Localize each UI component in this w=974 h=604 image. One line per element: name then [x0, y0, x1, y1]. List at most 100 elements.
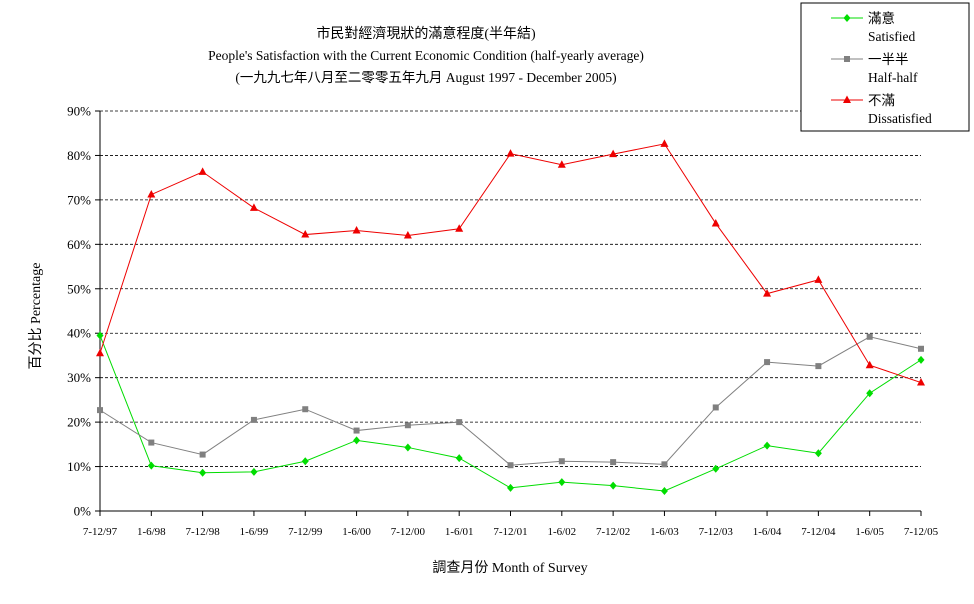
dissatisfied-point: [711, 218, 720, 227]
half-half-point: [456, 419, 463, 426]
half-half-point: [712, 404, 719, 411]
half-half-point: [250, 416, 257, 423]
x-tick-label: 1-6/01: [445, 526, 474, 538]
dissatisfied-point: [147, 190, 156, 198]
legend-half-half-label-en: Half-half: [868, 70, 918, 85]
x-tick-label: 1-6/00: [342, 526, 371, 538]
dissatisfied-point: [249, 203, 258, 211]
y-tick-label: 50%: [67, 281, 91, 296]
legend-dissatisfied-label-en: Dissatisfied: [868, 111, 932, 126]
axes: [95, 110, 922, 516]
y-tick-label: 0%: [74, 504, 92, 519]
half-half-point: [302, 406, 309, 413]
legend-half-half-label: 一半半: [868, 52, 909, 67]
legend-satisfied-marker: [843, 14, 851, 22]
x-tick-label: 7-12/02: [596, 526, 630, 538]
x-axis-label: 調查月份 Month of Survey: [432, 560, 587, 576]
x-tick-label: 7-12/99: [288, 526, 323, 538]
half-half-point: [507, 462, 514, 469]
y-tick-label: 70%: [67, 192, 91, 207]
satisfied-point: [814, 449, 822, 458]
half-half-point: [148, 439, 155, 446]
legend-satisfied-label: 滿意: [868, 10, 895, 26]
dissatisfied-point: [763, 289, 772, 297]
dissatisfied-point: [865, 360, 874, 369]
satisfied-point: [353, 436, 361, 445]
satisfied-point: [660, 487, 668, 495]
satisfied-point: [455, 454, 463, 463]
chart-subtitle: People's Satisfaction with the Current E…: [208, 48, 644, 63]
half-half-point: [97, 407, 103, 414]
satisfied-point: [763, 441, 771, 450]
satisfied-point: [917, 355, 925, 364]
x-tick-label: 7-12/05: [904, 526, 939, 538]
legend-dissatisfied-marker: [843, 95, 851, 103]
legend-satisfied-label-en: Satisfied: [868, 29, 915, 44]
chart-subtitle-period: (一九九七年八月至二零零五年九月 August 1997 - December …: [235, 70, 616, 85]
y-tick-label: 20%: [67, 415, 91, 430]
satisfied-point: [712, 464, 720, 473]
dissatisfied-point: [609, 149, 618, 158]
satisfied-point: [96, 331, 104, 340]
dissatisfied-point: [455, 224, 464, 232]
x-tick-label: 7-12/01: [493, 526, 527, 538]
x-tick-label: 1-6/05: [855, 526, 884, 538]
dissatisfied-point: [301, 230, 310, 238]
y-tick-label: 60%: [67, 237, 91, 252]
satisfied-point: [558, 478, 566, 487]
y-axis-label: 百分比 Percentage: [28, 263, 44, 370]
dissatisfied-point: [96, 348, 104, 357]
x-tick-label: 7-12/98: [186, 526, 221, 538]
x-tick-label: 1-6/98: [137, 526, 166, 538]
satisfied-point: [301, 457, 309, 466]
y-tick-label: 80%: [67, 148, 91, 163]
dissatisfied-point: [352, 226, 361, 234]
half-half-point: [610, 459, 617, 466]
half-half-point: [815, 363, 822, 370]
grid-lines: [100, 110, 921, 467]
dissatisfied-point: [660, 139, 669, 147]
half-half-point: [764, 359, 771, 366]
x-tick-label: 1-6/04: [753, 526, 782, 538]
dissatisfied-point: [198, 167, 207, 175]
y-tick-labels: 0% 10% 20% 30% 40% 50% 60% 70% 80% 90%: [67, 104, 91, 519]
y-tick-label: 40%: [67, 326, 91, 341]
x-tick-labels: 7-12/97 1-6/98 7-12/98 1-6/99 7-12/99 1-6/00 7…: [83, 526, 939, 538]
half-half-point: [353, 427, 360, 434]
satisfied-point: [147, 461, 155, 470]
legend-dissatisfied-label: 不滿: [868, 93, 895, 108]
half-half-point: [558, 458, 565, 465]
x-tick-label: 7-12/97: [83, 526, 118, 538]
x-tick-label: 7-12/03: [699, 526, 734, 538]
legend-half-half-marker: [844, 56, 850, 62]
dissatisfied-point: [557, 160, 566, 168]
x-tick-label: 7-12/04: [801, 526, 836, 538]
x-tick-label: 1-6/99: [240, 526, 269, 538]
x-tick-label: 1-6/03: [650, 526, 679, 538]
dissatisfied-point: [917, 378, 925, 386]
half-half-point: [404, 422, 411, 429]
chart-title: 市民對經濟現狀的滿意程度(半年結): [316, 25, 536, 42]
y-tick-label: 10%: [67, 459, 91, 474]
dissatisfied-point: [814, 275, 823, 283]
dissatisfied-point: [403, 230, 412, 239]
satisfied-point: [404, 443, 412, 452]
legend-box: [800, 2, 970, 132]
x-tick-label: 1-6/02: [547, 526, 576, 538]
satisfied-point: [866, 389, 874, 398]
legend: 滿意 Satisfied 一半半 Half-half 不滿 Dissatisfied: [800, 2, 970, 132]
satisfied-point: [507, 483, 514, 492]
half-half-point: [918, 345, 924, 352]
half-half-point: [866, 333, 873, 340]
satisfied-point: [609, 481, 617, 490]
series-lines: [96, 139, 925, 495]
satisfied-point: [199, 468, 207, 477]
dissatisfied-line: [99, 143, 922, 384]
half-half-point: [661, 461, 668, 468]
half-half-point: [199, 451, 206, 458]
half-half-line: [99, 336, 922, 466]
x-tick-label: 7-12/00: [391, 526, 426, 538]
satisfied-point: [250, 467, 258, 476]
